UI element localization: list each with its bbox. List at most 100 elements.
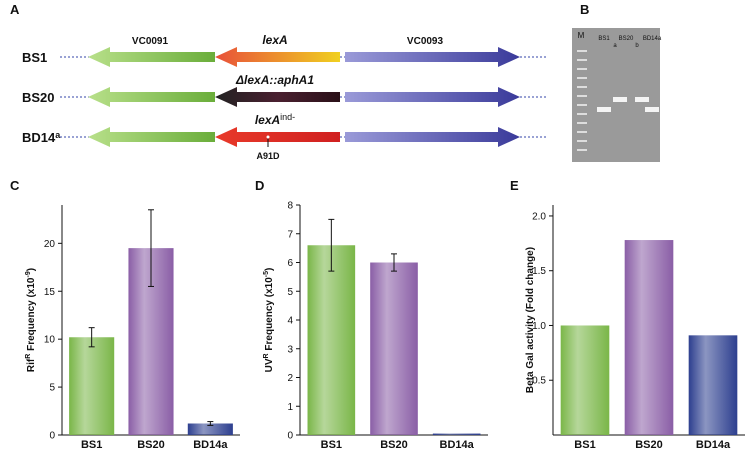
x-tick-label: BS20 — [137, 439, 165, 451]
y-label-part: R — [263, 353, 270, 358]
gel-band — [577, 77, 587, 79]
gel-band — [613, 97, 627, 102]
y-axis-label: RifR Frequency (x10-9) — [25, 268, 37, 372]
gene-arrow — [345, 47, 520, 67]
panel-label: D — [255, 178, 264, 193]
gel-band — [577, 95, 587, 97]
y-tick-label: 1.0 — [532, 321, 546, 332]
y-tick-label: 7 — [287, 229, 293, 240]
y-tick-label: 6 — [287, 258, 293, 269]
bar — [560, 325, 610, 435]
x-tick-label: BS1 — [574, 439, 595, 451]
x-tick-label: BS1 — [81, 439, 102, 451]
gene-name: lexA — [255, 113, 280, 127]
gel-band — [635, 97, 649, 102]
strain-sup: a — [55, 130, 61, 140]
gene-sup: ind- — [280, 112, 295, 122]
gel-band — [577, 122, 587, 124]
y-label-part: R — [25, 354, 32, 359]
y-tick-label: 20 — [44, 239, 56, 250]
gene-name: ΔlexA::aphA1 — [235, 73, 314, 87]
gene-arrow — [345, 87, 520, 107]
gel-band — [597, 107, 611, 112]
lane-label: a — [613, 43, 617, 49]
gene-arrow — [215, 87, 340, 107]
panel-label: E — [510, 178, 519, 193]
gel-band — [577, 131, 587, 133]
y-tick-label: 5 — [49, 383, 55, 394]
gene-label: lexA — [262, 33, 287, 47]
x-tick-label: BD14a — [440, 439, 475, 451]
x-tick-label: BD14a — [193, 439, 228, 451]
y-tick-label: 0.5 — [532, 376, 546, 387]
gel-band — [577, 104, 587, 106]
y-tick-label: 4 — [287, 316, 293, 327]
lane-label: b — [635, 43, 639, 49]
panel-label: A — [10, 2, 20, 17]
gene-arrow — [345, 127, 520, 147]
gene-label: VC0091 — [132, 36, 169, 47]
x-tick-label: BS1 — [321, 439, 342, 451]
y-axis-label: UVR Frequency (x10-5) — [263, 268, 275, 373]
y-tick-label: 0 — [287, 431, 293, 442]
mutation-dot — [266, 135, 270, 139]
x-tick-label: BD14a — [696, 439, 731, 451]
gel-band — [577, 113, 587, 115]
gene-arrow — [215, 127, 340, 147]
strain-name: BS1 — [22, 50, 47, 65]
lane-label: BS20 — [619, 36, 634, 42]
y-tick-label: 2.0 — [532, 211, 546, 222]
y-tick-label: 15 — [44, 287, 56, 298]
gel-band — [577, 140, 587, 142]
gene-arrow — [88, 87, 215, 107]
lane-label: BS1 — [598, 36, 610, 42]
gene-name: lexA — [262, 33, 287, 47]
mutation-label: A91D — [256, 151, 280, 161]
gene-arrow — [215, 47, 340, 67]
y-label-part: UV — [264, 358, 275, 372]
y-tick-label: 10 — [44, 335, 56, 346]
y-label-part: Frequency (x10 — [264, 277, 275, 354]
y-label-part: Rif — [26, 358, 37, 372]
bar — [69, 337, 115, 435]
bar — [307, 245, 356, 435]
y-tick-label: 1 — [287, 402, 293, 413]
y-label-part: -9 — [25, 271, 32, 277]
strain-label: BS1 — [22, 50, 47, 65]
panel-label: B — [580, 2, 589, 17]
y-tick-label: 1.5 — [532, 266, 546, 277]
gel-band — [645, 107, 659, 112]
bar — [187, 423, 233, 435]
y-tick-label: 0 — [49, 431, 55, 442]
gene-label: VC0093 — [407, 36, 444, 47]
bar — [432, 433, 481, 435]
panel-label: C — [10, 178, 20, 193]
strain-label: BS20 — [22, 90, 55, 105]
lane-label: M — [578, 31, 585, 40]
gene-label: lexAind- — [255, 112, 295, 127]
x-tick-label: BS20 — [380, 439, 408, 451]
strain-label: BD14a — [22, 130, 61, 145]
y-label-part: ) — [26, 268, 37, 271]
gel-band — [577, 68, 587, 70]
bar — [624, 240, 674, 435]
gel-band — [577, 86, 587, 88]
y-axis-label: Beta Gal activity (Fold change) — [525, 247, 536, 393]
y-tick-label: 8 — [287, 201, 293, 212]
gene-label: ΔlexA::aphA1 — [235, 73, 314, 87]
y-label-part: Beta Gal activity (Fold change) — [525, 247, 536, 393]
lane-label: BD14a — [643, 36, 662, 42]
bar — [370, 262, 418, 435]
gene-arrow — [88, 47, 215, 67]
x-tick-label: BS20 — [635, 439, 663, 451]
bar — [688, 335, 738, 435]
gel-band — [577, 149, 587, 151]
strain-name: BS20 — [22, 90, 55, 105]
y-tick-label: 3 — [287, 344, 293, 355]
gel-band — [577, 50, 587, 52]
y-tick-label: 2 — [287, 373, 293, 384]
gene-arrow — [88, 127, 215, 147]
strain-name: BD14 — [22, 130, 56, 145]
y-label-part: Frequency (x10 — [26, 277, 37, 354]
